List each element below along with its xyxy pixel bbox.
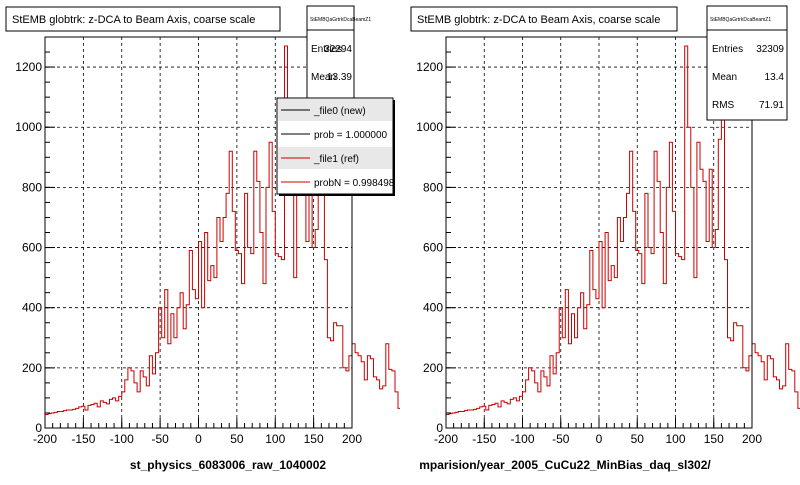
right-y-tick-label: 1000	[416, 120, 443, 134]
left-x-tick-label: -50	[151, 432, 169, 446]
right-y-tick-label: 800	[423, 180, 443, 194]
left-y-tick-label: 200	[22, 361, 42, 375]
right-y-tick-label: 600	[423, 241, 443, 255]
left-stats-box: StEMBQaGrtrkDcaBeamZ1 Entries 32294 Mean…	[306, 5, 371, 101]
right-x-tick-label: 50	[631, 432, 645, 446]
right-x-tick-label: -100	[510, 432, 534, 446]
right-canvas: StEMB globtrk: z-DCA to Beam Axis, coars…	[400, 0, 800, 480]
legend-label-prob: prob = 1.000000	[314, 130, 388, 141]
legend-label-file0: _file0 (new)	[313, 106, 366, 117]
right-y-tick-label: 1200	[416, 60, 443, 74]
legend-label-file1: _file1 (ref)	[313, 154, 359, 165]
left-y-tick-label: 400	[22, 301, 42, 315]
right-title-box	[410, 6, 678, 32]
left-y-tick-label: 0	[35, 421, 42, 435]
right-stat-rms-value: 71.91	[759, 100, 784, 111]
right-x-tick-label: 0	[596, 432, 603, 446]
right-y-tick-label: 0	[436, 421, 443, 435]
right-histogram-series-0	[446, 45, 800, 415]
right-x-tick-label: -200	[434, 432, 458, 446]
left-stat-entries-label: Entries	[311, 44, 342, 55]
left-title-box	[5, 6, 281, 32]
left-histogram-plot: StEMB globtrk: z-DCA to Beam Axis, coars…	[5, 5, 506, 472]
right-stat-mean-value: 13.4	[765, 72, 785, 83]
right-stats-name: StEMBQaGrtrkDcaBeamZ1	[710, 17, 771, 23]
right-x-tick-label: -150	[472, 432, 496, 446]
left-x-tick-label: -100	[110, 432, 134, 446]
left-x-tick-label: -150	[71, 432, 95, 446]
legend: _file0 (new) prob = 1.000000 _file1 (ref…	[276, 97, 395, 196]
right-x-tick-label: 150	[704, 432, 724, 446]
right-stats-box: StEMBQaGrtrkDcaBeamZ1 Entries 32309 Mean…	[706, 5, 788, 121]
left-stat-mean-value: 13.39	[327, 72, 352, 83]
right-x-tick-label: 100	[665, 432, 685, 446]
right-stat-mean-label: Mean	[712, 72, 737, 83]
left-stats-name: StEMBQaGrtrkDcaBeamZ1	[310, 17, 371, 23]
right-histogram-plot: StEMB globtrk: z-DCA to Beam Axis, coars…	[410, 5, 800, 472]
left-x-tick-label: 0	[195, 432, 202, 446]
left-y-tick-label: 800	[22, 180, 42, 194]
right-x-tick-label: 200	[742, 432, 762, 446]
left-x-axis-title: st_physics_6083006_raw_1040002	[130, 458, 326, 472]
left-x-tick-label: 200	[342, 432, 362, 446]
right-x-axis-title: mparision/year_2005_CuCu22_MinBias_daq_s…	[419, 458, 711, 472]
left-stat-entries-value: 32294	[324, 44, 352, 55]
left-y-tick-label: 1000	[15, 120, 42, 134]
left-y-tick-label: 1200	[15, 60, 42, 74]
left-stat-mean-label: Mean	[311, 72, 336, 83]
left-x-tick-label: 150	[304, 432, 324, 446]
right-stat-entries-label: Entries	[712, 44, 743, 55]
left-x-tick-label: 50	[230, 432, 244, 446]
left-title: StEMB globtrk: z-DCA to Beam Axis, coars…	[12, 14, 255, 26]
right-stat-rms-label: RMS	[712, 100, 735, 111]
right-y-tick-label: 200	[423, 361, 443, 375]
right-y-tick-label: 400	[423, 301, 443, 315]
right-title: StEMB globtrk: z-DCA to Beam Axis, coars…	[417, 14, 660, 26]
left-x-tick-label: 100	[265, 432, 285, 446]
left-x-tick-label: -200	[33, 432, 57, 446]
right-stat-entries-value: 32309	[756, 44, 784, 55]
right-x-tick-label: -50	[552, 432, 570, 446]
left-y-tick-label: 600	[22, 241, 42, 255]
legend-label-probn: probN = 0.998498	[314, 178, 395, 189]
left-canvas: StEMB globtrk: z-DCA to Beam Axis, coars…	[0, 0, 506, 480]
